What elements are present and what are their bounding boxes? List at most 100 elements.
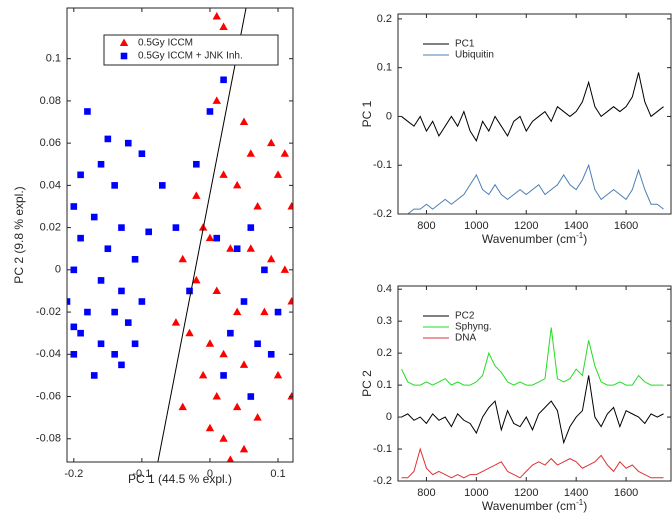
y-tick-label: 0.04 [40,179,61,191]
y-axis-label: PC 2 (9.8 % expl.) [12,186,26,283]
square-marker [172,224,180,231]
square-marker [206,108,214,115]
triangle-marker [280,265,290,273]
legend-label: PC1 [455,39,475,50]
triangle-marker [287,392,293,400]
square-marker [67,298,71,305]
square-marker [227,329,234,337]
square-marker [233,245,241,253]
x-tick-label: 1200 [514,220,538,232]
triangle-marker [253,413,262,421]
square-marker [254,340,261,348]
square-marker [131,340,139,348]
square-marker [274,308,282,316]
plot-area [401,327,664,479]
triangle-marker [239,117,249,126]
triangle-marker [287,297,293,305]
triangle-marker [219,434,228,442]
square-marker [84,108,91,115]
x-tick-label: 1600 [614,487,638,499]
square-marker [138,298,146,305]
triangle-marker [198,370,208,379]
y-tick-label: -0.2 [373,475,392,487]
x-tick-label: -0.1 [132,468,151,480]
square-marker [118,287,125,295]
x-tick-label: 800 [417,220,435,232]
triangle-marker [246,149,255,157]
x-tick-label: 800 [417,487,435,499]
triangle-marker [246,244,255,252]
triangle-marker [260,307,269,316]
legend-label: Ubiquitin [455,50,494,61]
y-tick-label: -0.1 [373,159,392,171]
y-tick-label: 0.1 [46,53,61,65]
y-tick-label: -0.02 [36,306,61,318]
triangle-marker [185,328,194,337]
square-marker [104,245,112,253]
x-tick-label: 1000 [464,487,488,499]
x-axis-label-part: ) [583,232,587,246]
y-tick-label: 0.08 [40,95,61,107]
square-marker [267,351,275,358]
triangle-marker [280,149,290,157]
square-marker [97,277,105,284]
fit-line [157,8,247,462]
square-marker [70,323,78,331]
spectrum-line [401,327,664,386]
square-marker [124,139,132,147]
legend-label: DNA [455,333,476,344]
x-axis-label-part: -1 [576,231,584,240]
square-marker [220,372,227,379]
y-tick-label: 0.06 [40,137,61,149]
square-marker [70,351,78,358]
square-marker [131,255,139,263]
y-tick-label: 0 [386,411,392,423]
y-tick-label: 0.2 [377,13,392,25]
triangle-marker [219,22,228,31]
square-marker [118,224,125,231]
triangle-marker [287,201,293,210]
triangle-marker [219,170,228,178]
square-marker [220,76,227,84]
legend-label: 0.5Gy ICCM [138,38,193,49]
x-axis-label-part: Wavenumber (cm [482,232,576,246]
triangle-marker [267,138,276,147]
y-tick-label: 0.02 [40,222,61,234]
x-axis-label: PC 1 (44.5 % expl.) [128,472,232,486]
triangle-marker [239,444,249,453]
square-marker [124,319,132,326]
y-axis-label: PC 2 [360,370,374,397]
y-tick-label: 0.2 [377,347,392,359]
plot-area [67,8,293,462]
square-marker [145,228,152,236]
triangle-marker [119,38,129,46]
x-axis-label-part: ) [583,499,587,513]
square-marker [120,52,128,60]
triangle-marker [178,254,187,263]
legend-label: Sphyng. [455,322,492,333]
triangle-marker [212,392,221,400]
y-tick-label: -0.08 [36,433,61,445]
triangle-marker [239,360,249,368]
y-tick-label: 0.1 [377,62,392,74]
triangle-marker [205,423,215,432]
triangle-marker [232,402,242,411]
square-marker [247,393,255,400]
square-marker [97,340,105,348]
square-marker [111,351,118,358]
triangle-marker [212,11,221,20]
square-marker [77,171,84,179]
x-axis-label-part: -1 [576,498,584,507]
triangle-marker [205,339,215,347]
square-marker [111,182,118,189]
plot-area [401,72,664,214]
x-tick-label: 0.1 [270,468,285,480]
square-marker [193,160,200,168]
square-marker [77,329,84,337]
legend-box [103,34,279,66]
spectrum-line [401,163,664,214]
axes-frame [397,13,672,215]
square-marker [111,308,118,316]
x-tick-label: 1400 [564,487,588,499]
x-tick-label: 1200 [514,487,538,499]
